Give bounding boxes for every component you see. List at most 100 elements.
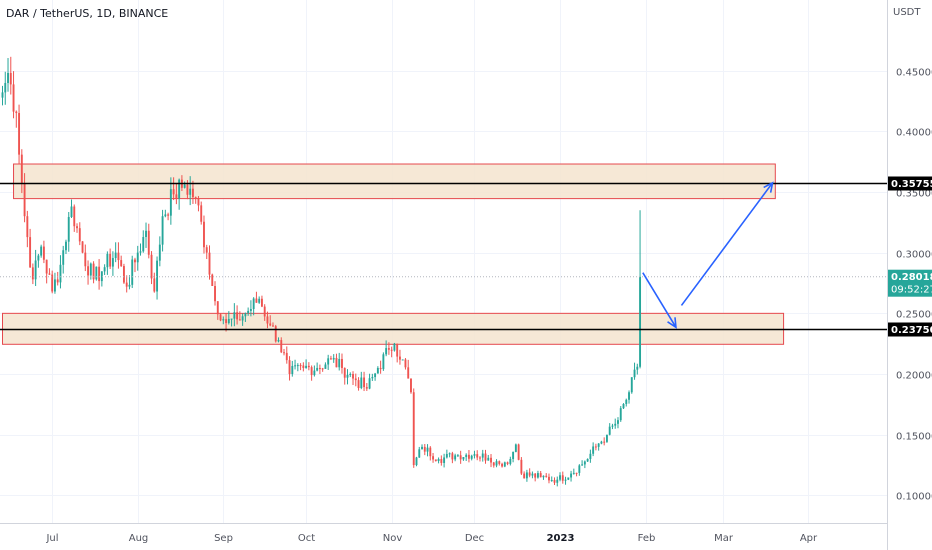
candle-body [539, 473, 542, 478]
candle-body [445, 454, 448, 458]
candle-body [434, 459, 437, 462]
candle-body [343, 367, 346, 378]
candle-body [528, 472, 531, 476]
candle-body [589, 453, 592, 459]
candle-body [561, 475, 564, 481]
candle-body [205, 247, 208, 253]
candle-body [106, 253, 109, 268]
candle-body [225, 319, 228, 324]
candle-body [305, 365, 308, 368]
candle-body [59, 264, 62, 283]
candle-body [244, 313, 247, 317]
candle-body [178, 179, 181, 199]
x-tick-label: Mar [714, 533, 734, 544]
candle-body [150, 254, 153, 279]
candle-body [633, 369, 636, 378]
candle-body [111, 258, 114, 267]
candle-body [594, 446, 597, 448]
candle-body [357, 380, 360, 389]
candle-body [614, 423, 617, 426]
candle-body [630, 377, 633, 393]
level-tag-text: 0.35755 [891, 179, 932, 190]
candle-body [147, 230, 150, 255]
candle-body [310, 367, 313, 376]
candle-body [412, 392, 415, 466]
candle-body [211, 274, 214, 286]
candle-body [597, 443, 600, 447]
candle-body [506, 462, 509, 464]
candle-body [592, 446, 595, 454]
candle-body [73, 206, 76, 227]
candle-body [396, 343, 399, 357]
x-tick-label: Dec [465, 533, 484, 544]
candle-body [481, 453, 484, 458]
countdown-text: 09:52:27 [891, 285, 932, 296]
candle-body [200, 205, 203, 222]
candle-body [156, 260, 159, 292]
candle-body [247, 310, 250, 314]
candle-body [40, 246, 43, 256]
candle-body [487, 457, 490, 461]
candle-body [285, 352, 288, 361]
candle-body [583, 461, 586, 465]
candle-body [164, 214, 167, 217]
x-tick-label: Nov [383, 533, 403, 544]
candle-body [525, 472, 528, 479]
candle-body [230, 318, 233, 320]
candle-body [374, 373, 377, 378]
candle-body [186, 184, 189, 195]
candle-body [376, 367, 379, 374]
candle-body [393, 343, 396, 351]
candle-body [89, 263, 92, 276]
candles-layer [1, 56, 642, 487]
candle-body [280, 340, 283, 353]
candle-body [307, 365, 310, 368]
candle-body [550, 480, 553, 482]
candle-body [208, 252, 211, 275]
projection-arrowhead-down [667, 317, 677, 329]
candle-body [236, 312, 239, 320]
candle-body [78, 228, 81, 242]
candle-body [134, 259, 136, 263]
candle-body [266, 316, 269, 324]
candle-body [15, 111, 18, 114]
candle-body [387, 348, 390, 350]
candle-body [484, 453, 487, 461]
candle-body [48, 273, 51, 275]
candle-body [302, 365, 305, 368]
candle-body [440, 459, 443, 463]
candle-body [4, 82, 7, 93]
projection-leg-down [642, 272, 677, 328]
candle-body [520, 459, 523, 474]
candle-body [454, 455, 457, 460]
candle-body [564, 479, 567, 481]
candle-body [476, 454, 479, 458]
time-axis[interactable]: Jul Aug Sep Oct Nov Dec 2023 Feb Mar Apr [45, 533, 818, 544]
candle-body [636, 366, 639, 370]
candle-body [67, 216, 70, 242]
candle-body [296, 365, 299, 367]
candle-body [12, 84, 15, 112]
candle-body [498, 461, 501, 464]
candle-body [512, 451, 515, 460]
candle-body [556, 479, 559, 483]
candle-body [368, 378, 371, 389]
candle-body [363, 377, 366, 388]
level-tag [888, 322, 932, 337]
candle-body [37, 255, 40, 261]
x-tick-label: 2023 [547, 533, 575, 544]
candle-body [570, 473, 573, 478]
candle-body [523, 473, 526, 479]
candle-body [294, 365, 297, 367]
candle-body [492, 462, 495, 466]
candle-body [548, 476, 550, 481]
candle-body [288, 360, 291, 375]
candle-body [172, 189, 175, 195]
candle-body [390, 349, 393, 351]
candle-body [238, 319, 241, 321]
candle-body [415, 457, 418, 466]
